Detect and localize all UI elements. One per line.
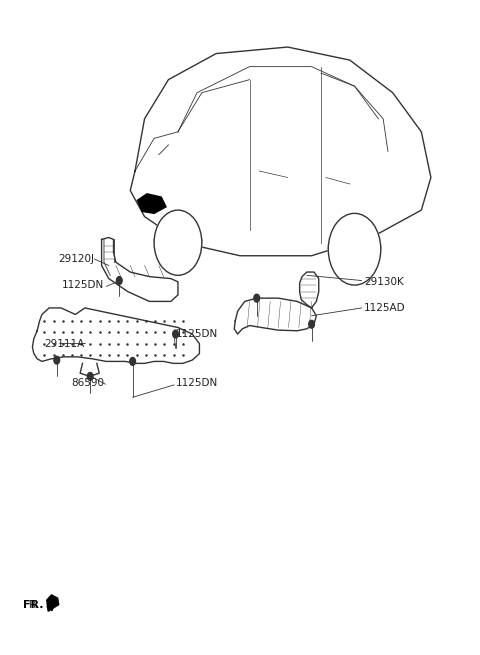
Circle shape [154, 210, 202, 275]
Circle shape [328, 214, 381, 285]
Text: FR.: FR. [23, 600, 39, 610]
Circle shape [173, 330, 179, 338]
Text: 86590: 86590 [71, 378, 104, 388]
Circle shape [54, 356, 60, 364]
Circle shape [130, 358, 135, 365]
Text: 1125DN: 1125DN [176, 378, 218, 388]
Circle shape [309, 320, 314, 328]
Text: 1125DN: 1125DN [62, 280, 104, 290]
Text: 1125DN: 1125DN [176, 329, 218, 339]
Polygon shape [47, 595, 59, 611]
Polygon shape [137, 194, 166, 214]
Circle shape [87, 373, 93, 381]
Circle shape [254, 294, 260, 302]
Text: FR.: FR. [23, 600, 43, 610]
Text: 1125AD: 1125AD [364, 303, 406, 313]
Text: 29111A: 29111A [45, 339, 85, 349]
Circle shape [116, 276, 122, 284]
Text: 29130K: 29130K [364, 277, 404, 287]
Text: 29120J: 29120J [59, 254, 95, 264]
